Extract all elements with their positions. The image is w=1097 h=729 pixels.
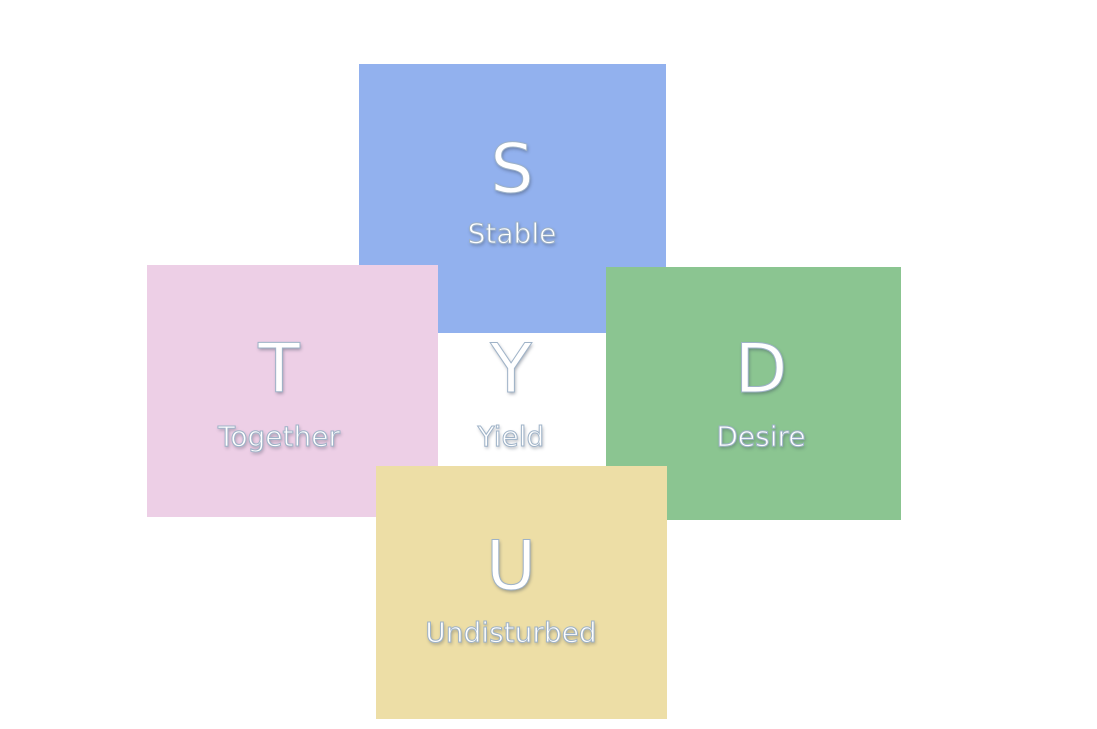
undisturbed-box	[376, 466, 667, 719]
together-word: Together	[218, 420, 341, 453]
desire-word: Desire	[716, 420, 806, 453]
yield-box	[438, 333, 606, 466]
together-letter: T	[258, 330, 301, 409]
undisturbed-word: Undisturbed	[425, 616, 597, 649]
yield-word: Yield	[477, 420, 545, 453]
yield-letter: Y	[490, 330, 533, 409]
desire-letter: D	[734, 330, 788, 409]
stable-word: Stable	[467, 217, 557, 250]
stable-letter: S	[490, 130, 534, 209]
undisturbed-letter: U	[486, 527, 537, 606]
